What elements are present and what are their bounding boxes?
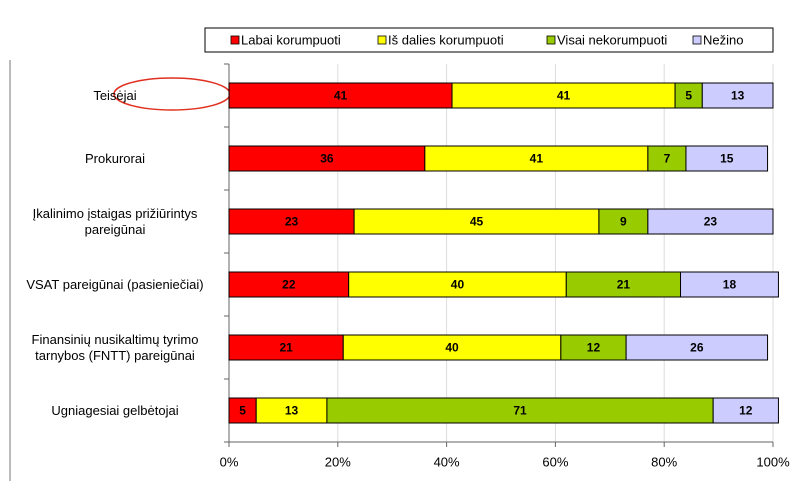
legend-swatch <box>546 35 556 45</box>
data-label: 13 <box>285 404 299 418</box>
x-tick-label: 20% <box>325 454 351 469</box>
bar-segment <box>674 82 703 109</box>
data-label: 41 <box>557 89 571 103</box>
data-label: 71 <box>513 404 527 418</box>
bar-segment <box>647 208 774 235</box>
legend-swatch <box>377 35 387 45</box>
category-label: Teisėjai <box>93 87 137 103</box>
data-label: 15 <box>720 152 734 166</box>
bar-segment <box>685 145 769 172</box>
data-label: 5 <box>685 89 692 103</box>
data-label: 45 <box>470 215 484 229</box>
x-tick-label: 40% <box>434 454 460 469</box>
category-label: Ugniagesiai gelbėtojai <box>51 402 179 418</box>
bar-segment <box>701 82 774 109</box>
data-label: 22 <box>282 278 296 292</box>
category-label: Finansinių nusikaltimų tyrimo tarnybos (… <box>31 331 199 363</box>
category-label: Įkalinimo įstaigas prižiūrintys pareigūn… <box>32 205 198 237</box>
legend-label: Nežino <box>703 32 743 47</box>
bar-segment <box>326 397 714 424</box>
bar-segment <box>228 397 257 424</box>
bar-segment <box>228 208 355 235</box>
bar-segment <box>680 271 779 298</box>
data-label: 21 <box>279 341 293 355</box>
data-label: 26 <box>690 341 704 355</box>
bar-segment <box>451 82 676 109</box>
data-label: 40 <box>451 278 465 292</box>
data-label: 7 <box>664 152 671 166</box>
bar-segment <box>424 145 649 172</box>
bar-segment <box>228 82 453 109</box>
bar-segment <box>625 334 769 361</box>
data-label: 21 <box>617 278 631 292</box>
bar-segment <box>353 208 600 235</box>
x-tick-label: 60% <box>542 454 568 469</box>
data-label: 36 <box>320 152 334 166</box>
data-label: 18 <box>723 278 737 292</box>
category-label: Prokurorai <box>85 150 145 166</box>
data-label: 40 <box>445 341 459 355</box>
x-tick-label: 100% <box>756 454 790 469</box>
bar-segment <box>647 145 687 172</box>
data-label: 23 <box>285 215 299 229</box>
data-label: 23 <box>704 215 718 229</box>
legend-swatch <box>692 35 702 45</box>
data-label: 12 <box>739 404 753 418</box>
category-label: VSAT pareigūnai (pasieniečiai) <box>26 276 204 292</box>
bar-segment <box>255 397 328 424</box>
legend-label: Visai nekorumpuoti <box>557 32 667 47</box>
data-label: 41 <box>334 89 348 103</box>
bar-segment <box>712 397 779 424</box>
legend-swatch <box>230 35 240 45</box>
bar-segment <box>228 145 426 172</box>
legend-label: Iš dalies korumpuoti <box>388 32 504 47</box>
legend-label: Labai korumpuoti <box>241 32 341 47</box>
data-label: 13 <box>731 89 745 103</box>
data-label: 5 <box>239 404 246 418</box>
data-label: 9 <box>620 215 627 229</box>
bar-segment <box>348 271 567 298</box>
data-label: 12 <box>587 341 601 355</box>
x-tick-label: 0% <box>220 454 239 469</box>
legend-box <box>204 27 774 53</box>
x-tick-label: 80% <box>651 454 677 469</box>
bar-segment <box>228 334 344 361</box>
data-label: 41 <box>530 152 544 166</box>
